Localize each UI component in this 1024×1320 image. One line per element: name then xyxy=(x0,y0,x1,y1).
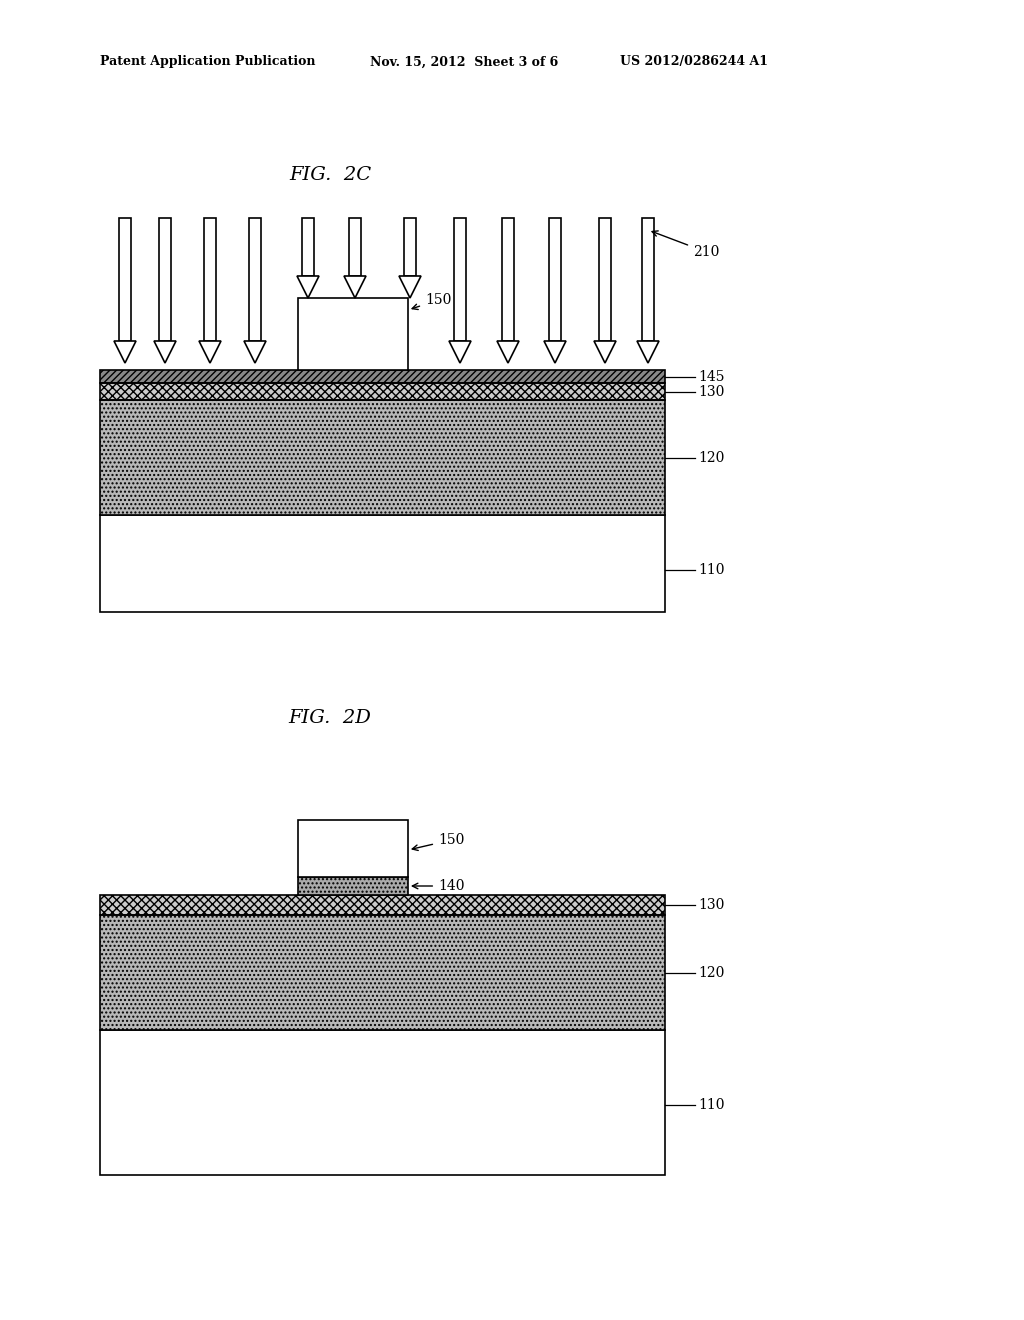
Polygon shape xyxy=(119,218,131,341)
Text: 150: 150 xyxy=(413,833,464,850)
Text: 110: 110 xyxy=(698,564,725,577)
Polygon shape xyxy=(399,276,421,298)
Bar xyxy=(100,370,665,383)
Text: Nov. 15, 2012  Sheet 3 of 6: Nov. 15, 2012 Sheet 3 of 6 xyxy=(370,55,558,69)
Polygon shape xyxy=(404,218,416,276)
Text: 120: 120 xyxy=(698,451,724,465)
Polygon shape xyxy=(599,218,611,341)
Bar xyxy=(100,400,665,515)
Text: FIG.  2C: FIG. 2C xyxy=(289,166,371,183)
Text: FIG.  2D: FIG. 2D xyxy=(289,709,372,727)
Bar xyxy=(100,370,665,383)
Bar xyxy=(100,383,665,400)
Bar xyxy=(298,298,408,370)
Text: 130: 130 xyxy=(698,898,724,912)
Text: 210: 210 xyxy=(652,231,720,259)
Text: 130: 130 xyxy=(698,385,724,399)
Bar xyxy=(298,298,408,370)
Polygon shape xyxy=(502,218,514,341)
Polygon shape xyxy=(549,218,561,341)
Polygon shape xyxy=(302,218,314,276)
Polygon shape xyxy=(637,341,659,363)
Bar xyxy=(100,515,665,612)
Text: US 2012/0286244 A1: US 2012/0286244 A1 xyxy=(620,55,768,69)
Bar xyxy=(100,895,665,915)
Polygon shape xyxy=(114,341,136,363)
Text: 145: 145 xyxy=(698,370,725,384)
Polygon shape xyxy=(154,341,176,363)
Text: 110: 110 xyxy=(698,1098,725,1111)
Polygon shape xyxy=(249,218,261,341)
Bar xyxy=(100,383,665,400)
Bar xyxy=(298,876,408,895)
Bar xyxy=(100,915,665,1030)
Bar xyxy=(298,876,408,895)
Bar xyxy=(298,820,408,876)
Polygon shape xyxy=(349,218,361,276)
Polygon shape xyxy=(297,276,319,298)
Polygon shape xyxy=(544,341,566,363)
Text: Patent Application Publication: Patent Application Publication xyxy=(100,55,315,69)
Bar xyxy=(298,820,408,876)
Polygon shape xyxy=(199,341,221,363)
Bar xyxy=(100,400,665,515)
Polygon shape xyxy=(454,218,466,341)
Polygon shape xyxy=(204,218,216,341)
Polygon shape xyxy=(449,341,471,363)
Text: 140: 140 xyxy=(413,879,465,894)
Bar xyxy=(100,895,665,915)
Polygon shape xyxy=(497,341,519,363)
Text: 150: 150 xyxy=(412,293,452,309)
Text: 120: 120 xyxy=(698,966,724,979)
Polygon shape xyxy=(344,276,366,298)
Polygon shape xyxy=(642,218,654,341)
Polygon shape xyxy=(594,341,616,363)
Polygon shape xyxy=(244,341,266,363)
Bar xyxy=(100,915,665,1030)
Polygon shape xyxy=(159,218,171,341)
Bar xyxy=(100,1030,665,1175)
